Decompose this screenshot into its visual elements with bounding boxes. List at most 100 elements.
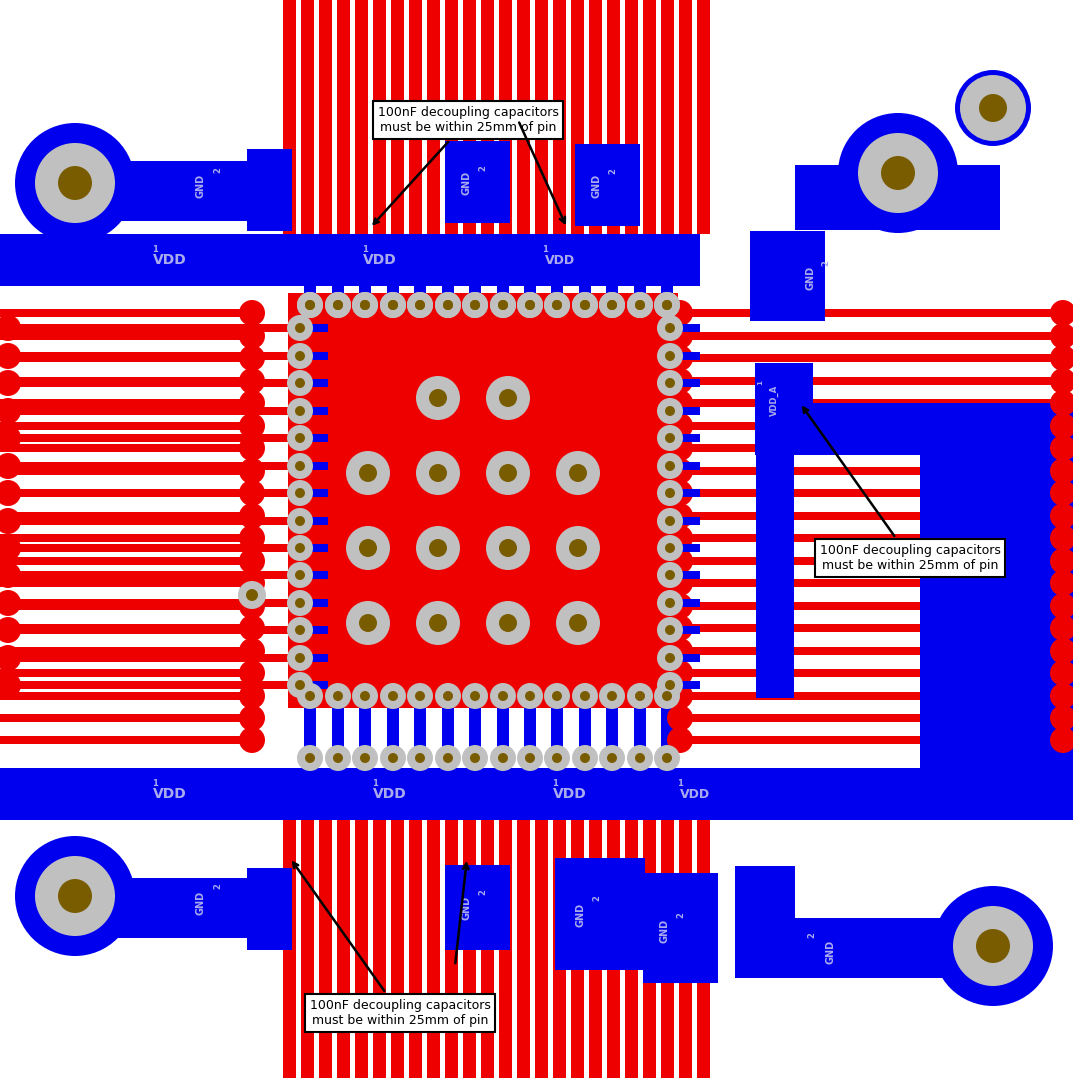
Circle shape [644,315,670,341]
Bar [0,647,252,655]
Bar [795,165,1000,230]
Circle shape [667,683,693,709]
Text: 1: 1 [152,778,158,788]
Bar [0,624,252,632]
Circle shape [407,745,433,771]
Circle shape [462,292,488,318]
Bar [670,407,700,415]
Bar [0,444,252,452]
Bar [517,820,530,1078]
Bar [524,708,536,768]
Bar [606,286,618,348]
Circle shape [429,464,447,482]
Bar [553,0,565,234]
Bar [0,599,300,607]
Circle shape [0,562,21,588]
Text: 2: 2 [479,165,487,171]
Circle shape [572,292,598,318]
Circle shape [295,433,305,443]
Bar [0,579,252,588]
Circle shape [416,602,460,645]
Circle shape [644,535,670,561]
Circle shape [286,453,313,479]
Circle shape [657,508,684,534]
Bar [300,434,328,442]
Bar [288,293,678,708]
Circle shape [544,683,570,709]
Circle shape [627,745,653,771]
Bar [680,624,1073,632]
Circle shape [490,683,516,709]
Bar [680,602,1073,610]
Bar [670,571,700,579]
Circle shape [15,123,135,243]
Bar [589,820,602,1078]
Circle shape [297,745,323,771]
Circle shape [1050,705,1073,731]
Bar [643,0,656,234]
Circle shape [499,389,517,407]
Circle shape [300,315,326,341]
Circle shape [667,458,693,484]
Bar [427,0,440,234]
Circle shape [644,370,670,396]
Circle shape [498,300,508,310]
Circle shape [1050,413,1073,439]
Bar [670,626,700,634]
Bar [300,626,328,634]
Circle shape [470,300,480,310]
Circle shape [657,562,684,588]
Circle shape [0,672,21,697]
Bar [0,692,252,700]
Circle shape [662,300,672,310]
Bar [332,708,344,768]
Circle shape [1050,660,1073,686]
Circle shape [1050,323,1073,349]
Bar [680,444,1073,452]
Text: GND: GND [592,174,602,198]
Circle shape [667,480,693,506]
Text: 2: 2 [608,168,617,174]
Bar [0,353,300,360]
Circle shape [657,315,684,341]
Text: GND: GND [660,918,670,943]
Circle shape [665,433,675,443]
Circle shape [490,292,516,318]
Circle shape [470,754,480,763]
Bar [499,820,512,1078]
Circle shape [295,378,305,388]
Bar [300,599,328,607]
Circle shape [295,543,305,553]
Bar [0,512,252,520]
Circle shape [300,453,326,479]
Circle shape [300,535,326,561]
Circle shape [297,683,323,709]
Circle shape [443,300,453,310]
Text: 1: 1 [542,245,548,253]
Circle shape [407,292,433,318]
Text: GND: GND [575,903,585,927]
Circle shape [644,590,670,616]
Circle shape [599,292,624,318]
Circle shape [1050,300,1073,326]
Bar [575,144,640,226]
Bar [300,654,328,662]
Circle shape [1050,683,1073,709]
Bar [0,669,252,677]
Bar [469,708,481,768]
Bar [300,407,328,415]
Circle shape [667,413,693,439]
Bar [387,286,399,348]
Circle shape [665,323,675,333]
Circle shape [498,691,508,701]
Circle shape [325,683,351,709]
Circle shape [1050,727,1073,754]
Text: 2: 2 [822,260,831,266]
Bar [680,377,1073,385]
Circle shape [295,461,305,471]
Circle shape [239,616,265,641]
Text: GND: GND [462,896,472,920]
Circle shape [239,436,265,461]
Circle shape [239,368,265,393]
Bar [755,363,813,455]
